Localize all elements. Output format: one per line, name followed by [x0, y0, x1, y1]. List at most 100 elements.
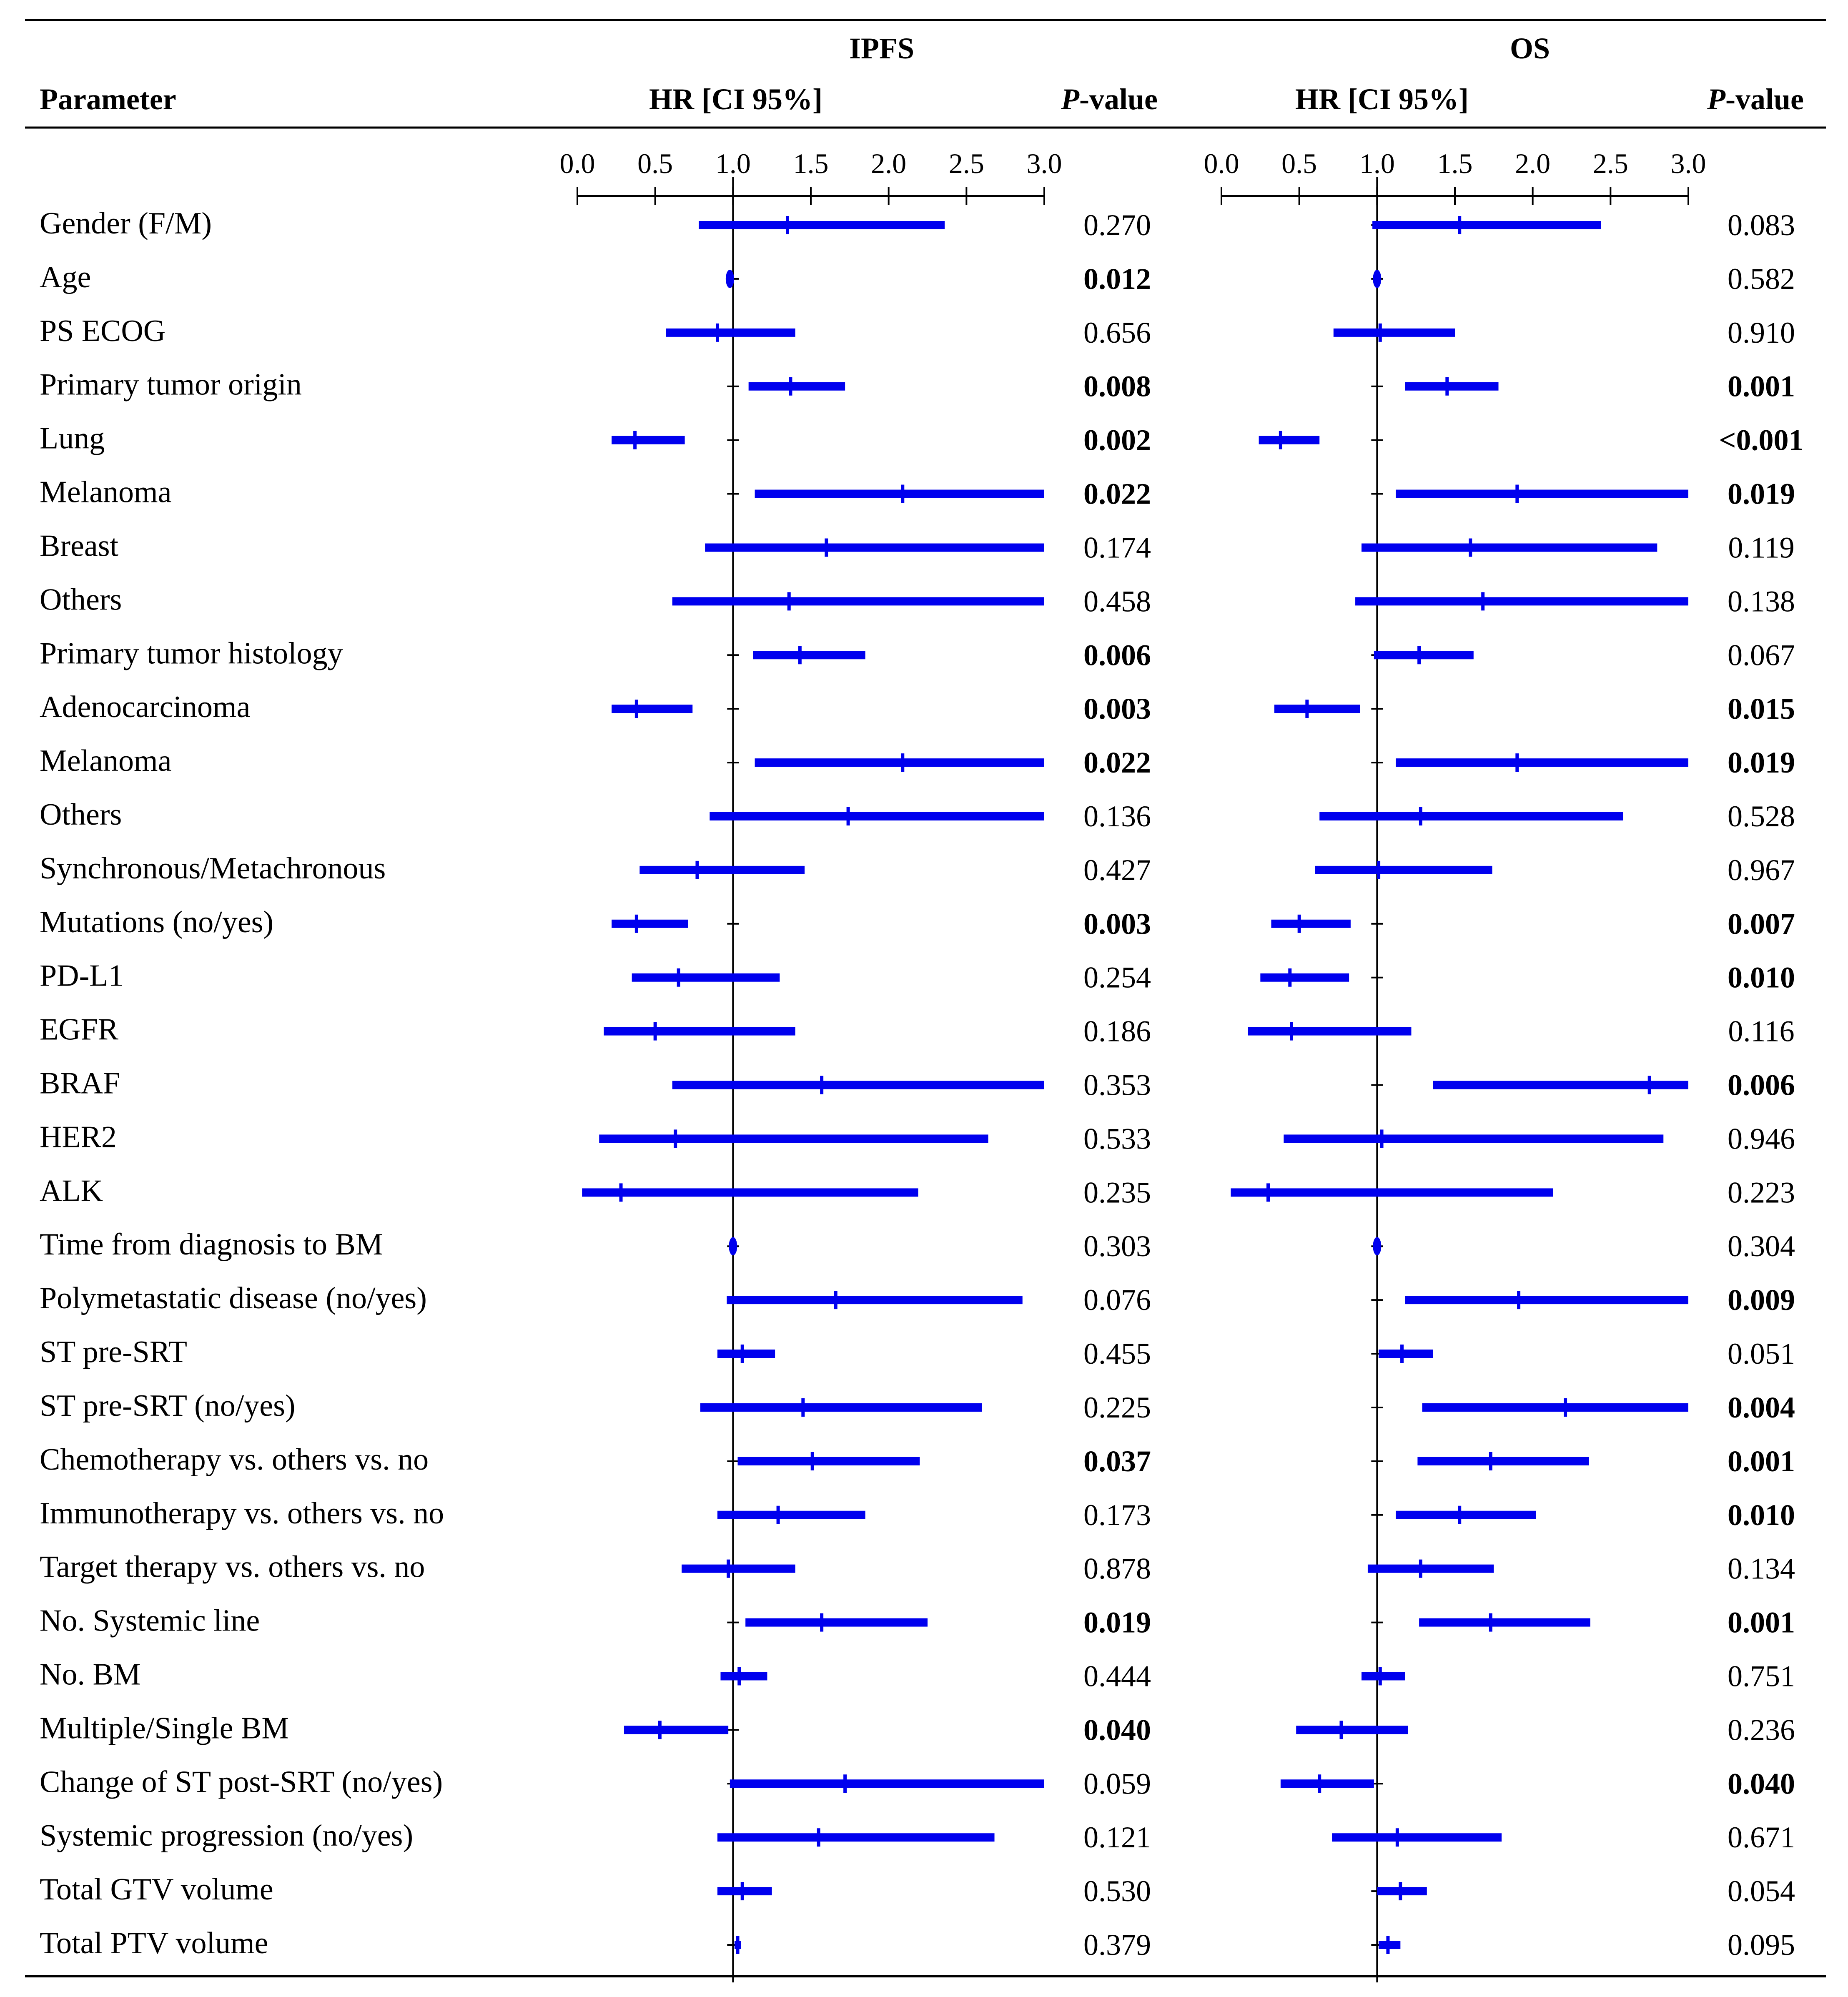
os-p-value: 0.528 — [1728, 800, 1795, 833]
row-label: Time from diagnosis to BM — [40, 1227, 383, 1262]
os-p-value: 0.007 — [1728, 907, 1795, 941]
os-p-value: 0.236 — [1728, 1713, 1795, 1746]
ipfs-p-value: 0.012 — [1083, 262, 1151, 296]
row-label: Age — [40, 260, 91, 294]
ipfs-p-value: 0.186 — [1083, 1015, 1151, 1048]
os-p-value: 0.009 — [1728, 1283, 1795, 1317]
os-tick-label: 1.5 — [1437, 148, 1473, 179]
os-p-value-header: P-value — [1707, 83, 1804, 116]
ipfs-p-value: 0.444 — [1083, 1659, 1151, 1693]
ipfs-p-value: 0.003 — [1083, 692, 1151, 725]
row-label: ALK — [40, 1174, 103, 1208]
row-label: Multiple/Single BM — [40, 1711, 289, 1745]
row-label: Others — [40, 582, 122, 617]
row-label: PD-L1 — [40, 959, 123, 993]
ipfs-tick-label: 2.5 — [949, 148, 984, 179]
os-p-value: <0.001 — [1719, 424, 1803, 457]
row-label: Total PTV volume — [40, 1926, 268, 1960]
os-p-value: 0.119 — [1728, 531, 1794, 564]
os-p-value: 0.083 — [1728, 208, 1795, 242]
os-p-value: 0.019 — [1728, 746, 1795, 779]
os-p-value: 0.051 — [1728, 1337, 1795, 1370]
row-label: No. BM — [40, 1657, 141, 1691]
ipfs-tick-label: 3.0 — [1027, 148, 1062, 179]
ipfs-tick-label: 2.0 — [871, 148, 906, 179]
row-label: Total GTV volume — [40, 1872, 273, 1907]
ipfs-p-value: 0.022 — [1083, 746, 1151, 779]
ipfs-p-value: 0.136 — [1083, 800, 1151, 833]
os-p-value: 0.116 — [1728, 1015, 1794, 1048]
row-label: Change of ST post-SRT (no/yes) — [40, 1765, 443, 1799]
os-tick-label: 2.5 — [1593, 148, 1628, 179]
ipfs-tick-label: 0.5 — [637, 148, 673, 179]
row-label: Others — [40, 798, 122, 832]
os-p-value: 0.946 — [1728, 1122, 1795, 1155]
os-hr-marker — [1373, 269, 1382, 288]
row-label: No. Systemic line — [40, 1604, 260, 1638]
os-p-value: 0.004 — [1728, 1391, 1795, 1424]
os-p-value: 0.910 — [1728, 316, 1795, 349]
row-labels: Gender (F/M) Age PS ECOG Primary tumor orig… — [40, 206, 444, 1960]
ipfs-tick-label: 1.0 — [715, 148, 751, 179]
row-label: Primary tumor origin — [40, 368, 302, 402]
p-italic: P — [1061, 83, 1080, 116]
os-tick-label: 0.0 — [1204, 148, 1239, 179]
os-header: OS — [1510, 32, 1550, 65]
row-label: Adenocarcinoma — [40, 690, 250, 724]
ipfs-p-value: 0.076 — [1083, 1283, 1151, 1317]
ipfs-tick-label: 1.5 — [793, 148, 829, 179]
row-label: EGFR — [40, 1013, 119, 1047]
row-label: Systemic progression (no/yes) — [40, 1819, 413, 1853]
ipfs-p-value: 0.353 — [1083, 1069, 1151, 1102]
parameter-header: Parameter — [40, 83, 176, 116]
ipfs-p-value: 0.458 — [1083, 585, 1151, 618]
ipfs-p-value: 0.427 — [1083, 853, 1151, 887]
row-label: Target therapy vs. others vs. no — [40, 1550, 425, 1584]
row-label: BRAF — [40, 1066, 120, 1101]
row-label: Melanoma — [40, 475, 171, 509]
p-rest: -value — [1079, 83, 1158, 116]
ipfs-p-value: 0.022 — [1083, 477, 1151, 511]
os-p-value: 0.582 — [1728, 262, 1795, 296]
ipfs-p-value: 0.235 — [1083, 1176, 1151, 1209]
row-label: Synchronous/Metachronous — [40, 851, 386, 886]
os-p-value: 0.040 — [1728, 1767, 1795, 1800]
ipfs-p-value: 0.006 — [1083, 638, 1151, 672]
ipfs-panel: 0.0 0.5 1.0 1.5 2.0 2.5 3.0 0.270 0.012 0.656 0.00… — [560, 148, 1151, 1982]
row-label: Polymetastatic disease (no/yes) — [40, 1281, 427, 1315]
ipfs-p-value: 0.455 — [1083, 1337, 1151, 1370]
os-p-value: 0.967 — [1728, 853, 1795, 887]
ipfs-p-value: 0.303 — [1083, 1229, 1151, 1263]
row-label: Primary tumor histology — [40, 636, 343, 670]
ipfs-p-value: 0.174 — [1083, 531, 1151, 564]
ipfs-p-value: 0.040 — [1083, 1713, 1151, 1746]
os-p-value: 0.138 — [1728, 585, 1795, 618]
ipfs-p-value: 0.121 — [1083, 1821, 1151, 1854]
os-p-value: 0.751 — [1728, 1659, 1795, 1693]
os-tick-label: 1.0 — [1359, 148, 1395, 179]
row-label: Immunotherapy vs. others vs. no — [40, 1496, 444, 1530]
os-p-value: 0.019 — [1728, 477, 1795, 511]
ipfs-p-value: 0.225 — [1083, 1391, 1151, 1424]
column-headers: IPFS OS Parameter HR [CI 95%] P-value HR… — [40, 32, 1804, 116]
ipfs-p-value: 0.003 — [1083, 907, 1151, 941]
os-p-value: 0.095 — [1728, 1928, 1795, 1962]
os-p-value: 0.010 — [1728, 1498, 1795, 1532]
p-rest: -value — [1725, 83, 1804, 116]
os-p-value: 0.671 — [1728, 1821, 1795, 1854]
ipfs-tick-label: 0.0 — [560, 148, 595, 179]
os-p-value: 0.001 — [1728, 1445, 1795, 1478]
ipfs-hr-ci-header: HR [CI 95%] — [649, 83, 822, 116]
ipfs-p-value: 0.059 — [1083, 1767, 1151, 1800]
ipfs-p-value: 0.002 — [1083, 424, 1151, 457]
forest-plot-body: 0.0 0.5 1.0 1.5 2.0 2.5 3.00.2700.0120.6560.00… — [40, 148, 1804, 1982]
os-tick-label: 0.5 — [1281, 148, 1317, 179]
ipfs-header: IPFS — [849, 32, 914, 65]
row-label: HER2 — [40, 1120, 117, 1154]
os-p-value: 0.304 — [1728, 1229, 1795, 1263]
ipfs-hr-marker — [725, 269, 734, 288]
os-p-value: 0.015 — [1728, 692, 1795, 725]
ipfs-p-value: 0.270 — [1083, 208, 1151, 242]
os-p-value: 0.006 — [1728, 1069, 1795, 1102]
os-tick-label: 3.0 — [1671, 148, 1706, 179]
